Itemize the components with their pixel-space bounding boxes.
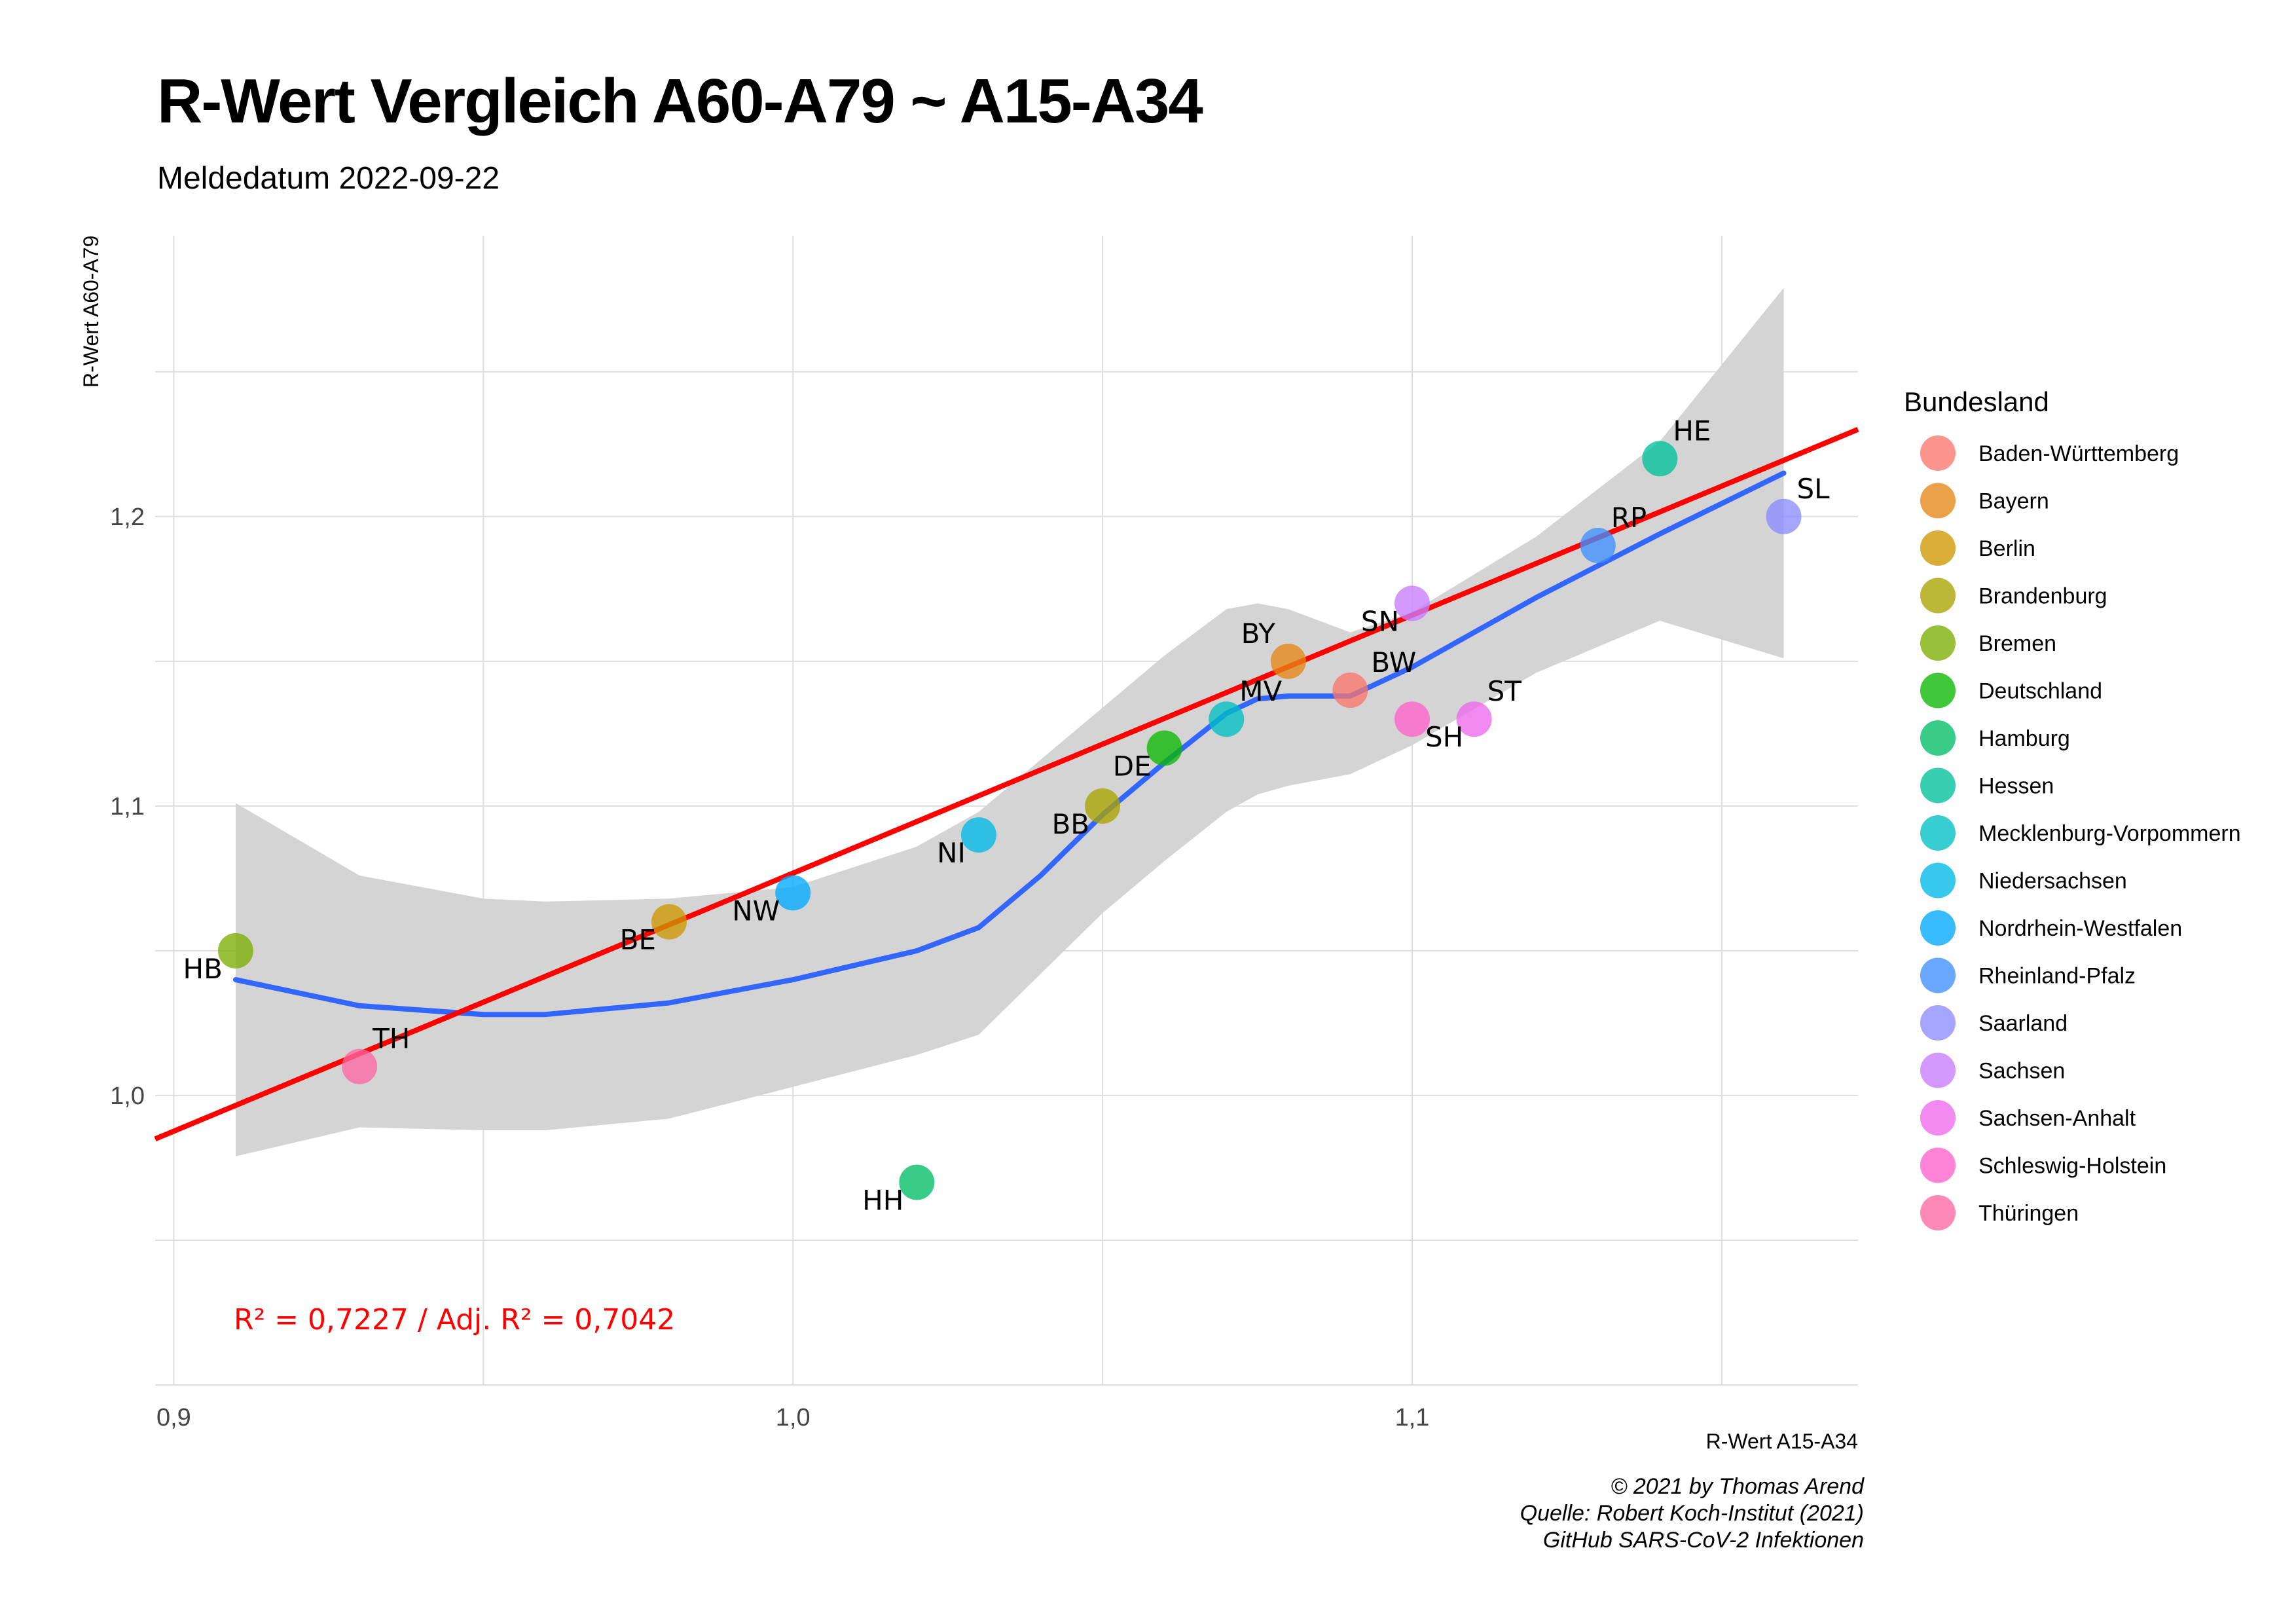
data-point	[1394, 585, 1430, 621]
chart-subtitle: Meldedatum 2022-09-22	[157, 161, 500, 196]
legend-label: Mecklenburg-Vorpommern	[1978, 821, 2241, 846]
legend: Bundesland Baden-Württemberg Bayern Berlin…	[1904, 386, 2241, 1230]
legend-title: Bundesland	[1904, 386, 2049, 417]
point-label: SL	[1797, 473, 1831, 505]
data-point	[960, 817, 996, 853]
legend-label: Rheinland-Pfalz	[1978, 964, 2136, 989]
point-label: BB	[1051, 808, 1089, 840]
chart-title: R-Wert Vergleich A60-A79 ~ A15-A34	[157, 66, 1203, 136]
confidence-band	[236, 287, 1784, 1156]
legend-label: Thüringen	[1978, 1201, 2079, 1226]
point-label: BW	[1371, 646, 1416, 678]
legend-key	[1920, 435, 1956, 471]
x-tick-label: 0,9	[156, 1404, 191, 1431]
data-point	[1766, 498, 1802, 534]
point-label: TH	[372, 1023, 410, 1055]
legend-label: Bremen	[1978, 631, 2056, 656]
data-point	[1642, 441, 1678, 477]
legend-key	[1920, 815, 1956, 851]
legend-key	[1920, 483, 1956, 519]
point-label: BY	[1241, 618, 1276, 650]
legend-label: Bayern	[1978, 489, 2049, 514]
legend-label: Nordrhein-Westfalen	[1978, 916, 2182, 941]
data-point	[899, 1164, 935, 1200]
legend-key	[1920, 957, 1956, 993]
caption-line: GitHub SARS-CoV-2 Infektionen	[1542, 1528, 1864, 1553]
point-label: HH	[862, 1185, 903, 1217]
y-axis-title: R-Wert A60-A79	[79, 236, 103, 388]
legend-label: Hessen	[1978, 774, 2054, 799]
data-point	[342, 1048, 378, 1084]
point-label: NW	[732, 895, 780, 927]
data-point	[1580, 528, 1616, 564]
legend-label: Hamburg	[1978, 726, 2070, 751]
legend-key	[1920, 578, 1956, 614]
legend-key	[1920, 1052, 1956, 1088]
legend-key	[1920, 673, 1956, 709]
x-axis-title: R-Wert A15-A34	[1706, 1430, 1858, 1453]
point-label: DE	[1113, 750, 1152, 782]
data-point	[1394, 701, 1430, 737]
data-point	[651, 904, 687, 940]
point-label: RP	[1611, 502, 1647, 534]
data-point	[1209, 701, 1245, 737]
legend-label: Saarland	[1978, 1011, 2068, 1036]
y-tick-label: 1,0	[110, 1082, 145, 1110]
legend-key	[1920, 625, 1956, 661]
point-label: ST	[1487, 675, 1522, 707]
regression-line	[154, 426, 1859, 1141]
caption: © 2021 by Thomas Arend Quelle: Robert Ko…	[1520, 1473, 1864, 1554]
y-tick-label: 1,2	[110, 504, 145, 531]
x-tick-label: 1,1	[1395, 1404, 1430, 1431]
data-point	[1085, 788, 1121, 824]
legend-key	[1920, 1195, 1956, 1230]
x-tick-label: 1,0	[776, 1404, 811, 1431]
point-label: SH	[1425, 721, 1463, 753]
y-tick-label: 1,1	[110, 793, 145, 821]
legend-key	[1920, 1147, 1956, 1183]
legend-key	[1920, 530, 1956, 566]
legend-key	[1920, 1100, 1956, 1135]
data-point	[1146, 730, 1182, 766]
caption-line: Quelle: Robert Koch-Institut (2021)	[1520, 1501, 1864, 1526]
point-layer	[217, 441, 1802, 1200]
legend-label: Berlin	[1978, 536, 2035, 561]
data-point	[1456, 701, 1492, 737]
legend-label: Sachsen	[1978, 1059, 2065, 1084]
legend-key	[1920, 862, 1956, 898]
data-point	[1270, 643, 1306, 679]
legend-label: Niedersachsen	[1978, 869, 2127, 894]
legend-label: Deutschland	[1978, 679, 2102, 704]
point-label: BE	[620, 924, 656, 956]
data-point	[217, 932, 253, 969]
point-label-layer: BW BY BE BB HB DE HH HE MV NI NW RP SL SN ST SH TH	[183, 415, 1831, 1216]
point-label: HB	[183, 953, 223, 985]
r-squared-annotation: R² = 0,7227 / Adj. R² = 0,7042	[234, 1303, 675, 1337]
caption-line: © 2021 by Thomas Arend	[1611, 1474, 1864, 1499]
tick-label-layer: 0,9 1,0 1,1 1,0 1,1 1,2	[110, 504, 1429, 1431]
legend-label: Schleswig-Holstein	[1978, 1154, 2166, 1179]
legend-key	[1920, 910, 1956, 946]
legend-key	[1920, 767, 1956, 803]
point-label: SN	[1361, 605, 1399, 637]
legend-label: Brandenburg	[1978, 584, 2107, 609]
confidence-band-layer	[236, 287, 1784, 1156]
legend-label: Sachsen-Anhalt	[1978, 1106, 2136, 1131]
data-point	[775, 875, 811, 911]
point-label: NI	[937, 837, 966, 869]
legend-label: Baden-Württemberg	[1978, 441, 2179, 466]
point-label: MV	[1239, 675, 1282, 707]
point-label: HE	[1673, 415, 1711, 447]
data-point	[1332, 673, 1368, 709]
legend-key	[1920, 1005, 1956, 1041]
legend-key	[1920, 720, 1956, 756]
